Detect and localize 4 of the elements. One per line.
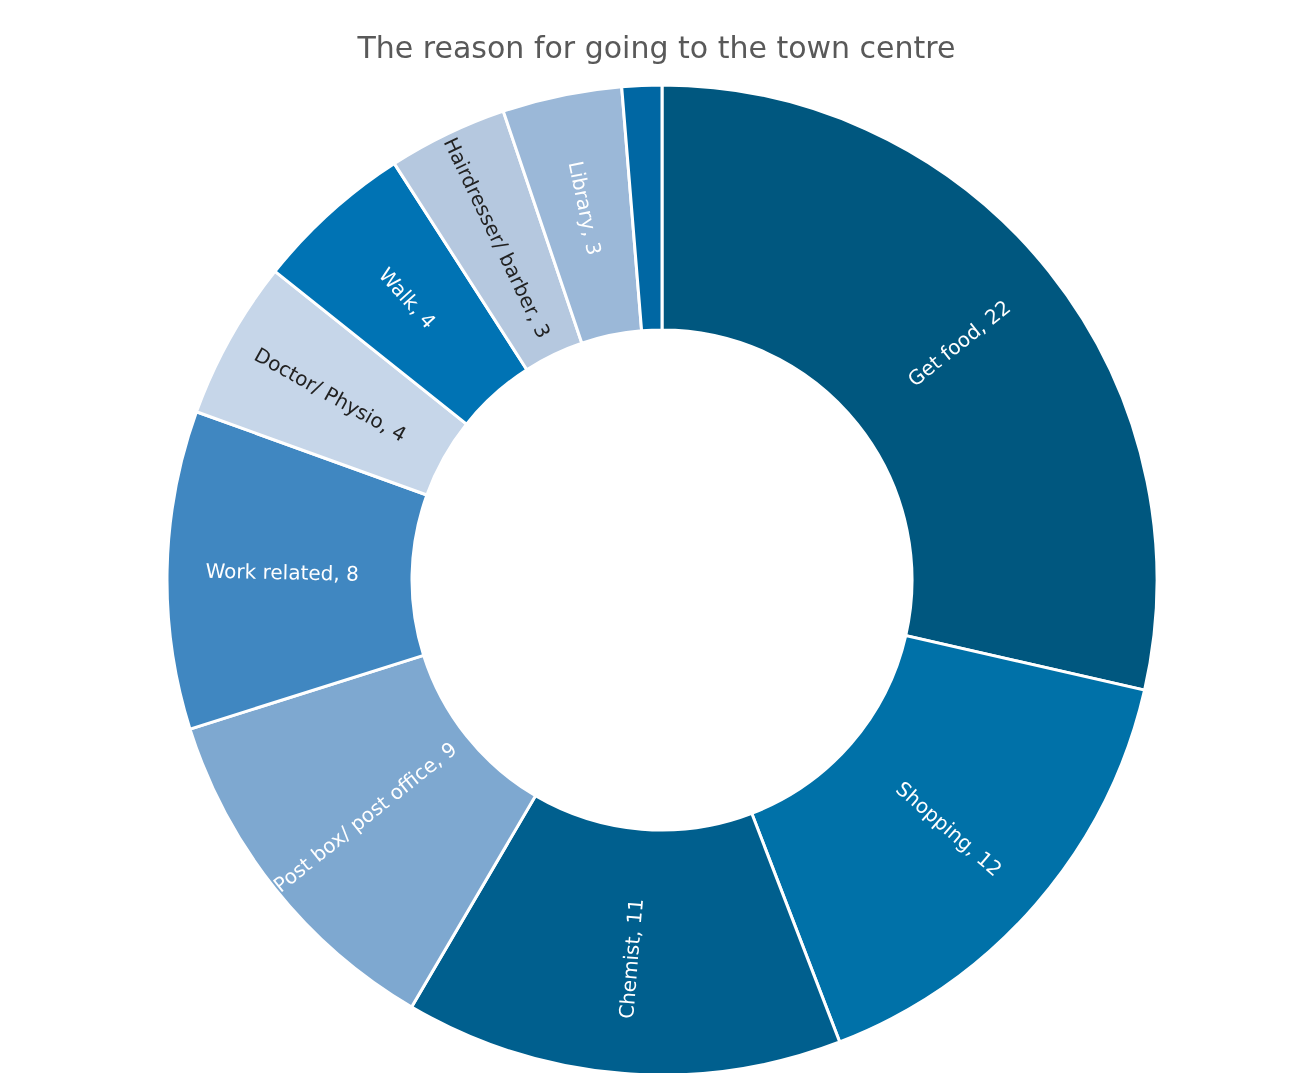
chart-title: The reason for going to the town centre [356, 30, 957, 65]
data-label: , 8 [333, 561, 360, 586]
slice-label: Work related [205, 558, 334, 586]
data-label: , 11 [620, 897, 648, 938]
